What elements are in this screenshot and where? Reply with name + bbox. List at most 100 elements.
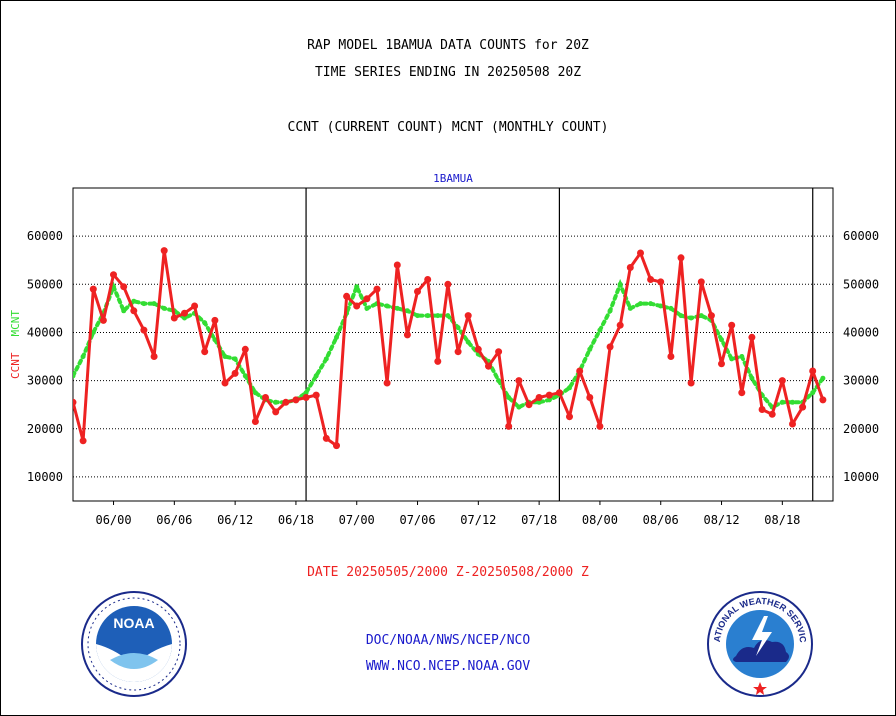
data-point-mcnt [455,325,461,331]
data-point-mcnt [810,390,816,396]
x-tick-label: 06/12 [217,513,253,527]
data-point-ccnt [393,261,401,269]
data-point-mcnt [638,301,643,307]
data-point-mcnt [90,330,96,335]
data-point-ccnt [343,292,351,300]
data-point-mcnt [394,305,400,311]
x-tick-label: 07/06 [399,513,435,527]
data-point-mcnt [404,308,410,314]
noaa-logo: NOAA [81,591,187,697]
data-point-mcnt [73,373,76,379]
series-line-mcnt [73,278,825,410]
data-point-ccnt [657,278,665,286]
data-point-ccnt [130,307,138,315]
series-ccnt [73,247,827,450]
data-point-ccnt [809,367,817,375]
data-point-ccnt [262,394,269,401]
data-point-ccnt [545,391,553,399]
y-tick-label-right: 30000 [843,374,879,388]
data-point-ccnt [333,442,340,450]
data-point-ccnt [495,348,503,356]
y-axis-label-group: CCNT MCNT [9,310,22,379]
data-point-mcnt [252,390,258,396]
data-point-mcnt [334,334,339,340]
data-point-ccnt [99,316,107,324]
data-point-mcnt [121,308,127,314]
y-tick-label-right: 60000 [843,229,879,243]
data-point-ccnt [535,394,543,401]
data-point-mcnt [364,305,370,311]
y-tick-label-right: 50000 [843,277,879,291]
data-point-mcnt [313,373,319,379]
data-point-mcnt [516,404,522,410]
data-point-ccnt [383,379,391,387]
y-tick-label-right: 10000 [843,470,879,484]
data-point-ccnt [738,389,746,397]
data-point-ccnt [778,377,786,385]
data-point-mcnt [790,399,795,405]
x-tick-label: 06/06 [156,513,192,527]
data-point-ccnt [322,434,330,442]
data-point-ccnt [414,288,421,295]
y-tick-label-right: 20000 [843,422,879,436]
data-point-ccnt [728,321,736,329]
data-point-ccnt [170,314,178,322]
data-point-mcnt [151,301,157,307]
data-point-mcnt [202,320,208,326]
data-point-ccnt [444,280,452,288]
data-point-ccnt [353,302,361,310]
data-point-ccnt [363,295,371,303]
data-point-ccnt [424,276,432,283]
data-point-mcnt [607,308,613,314]
org-path-link[interactable]: DOC/NOAA/NWS/NCEP/NCO [365,633,531,648]
data-point-ccnt [211,316,219,324]
data-point-mcnt [161,305,167,311]
data-point-mcnt [303,390,309,396]
data-point-ccnt [201,348,209,356]
data-point-ccnt [434,357,442,365]
data-point-mcnt [536,399,542,405]
title-line-3: CCNT (CURRENT COUNT) MCNT (MONTHLY COUNT… [287,120,609,135]
data-point-ccnt [73,398,77,406]
data-point-mcnt [323,356,329,362]
website-link[interactable]: WWW.NCO.NCEP.NOAA.GOV [365,659,531,674]
data-point-ccnt [505,422,513,430]
data-point-mcnt [678,313,684,319]
data-point-mcnt [546,397,552,403]
data-point-ccnt [677,254,685,262]
data-point-mcnt [719,337,724,343]
data-point-ccnt [231,369,239,377]
data-point-mcnt [425,313,431,319]
data-point-ccnt [89,285,97,293]
data-point-mcnt [729,356,735,362]
data-point-mcnt [232,356,238,362]
data-point-ccnt [799,403,807,411]
data-point-ccnt [707,312,715,320]
data-point-ccnt [586,394,594,401]
data-point-mcnt [212,337,218,343]
data-point-mcnt [688,315,694,321]
data-point-ccnt [403,331,411,339]
data-point-ccnt [819,396,827,404]
data-point-mcnt [465,339,471,345]
data-point-ccnt [515,377,523,385]
data-point-ccnt [282,398,290,406]
data-point-ccnt [110,271,117,279]
data-point-ccnt [758,406,766,413]
x-tick-label: 06/00 [95,513,131,527]
data-point-ccnt [555,389,563,397]
data-point-ccnt [160,247,168,255]
y-tick-label-left: 20000 [27,422,63,436]
data-point-ccnt [626,264,634,271]
x-tick-label: 06/18 [278,513,314,527]
data-point-mcnt [648,301,654,307]
data-point-ccnt [789,420,796,428]
data-point-mcnt [415,313,420,319]
data-point-ccnt [181,309,188,317]
data-point-mcnt [617,281,623,287]
data-point-ccnt [373,285,381,293]
data-point-mcnt [242,373,248,379]
series-line-ccnt [73,249,825,448]
noaa-logo-text: NOAA [113,615,154,631]
